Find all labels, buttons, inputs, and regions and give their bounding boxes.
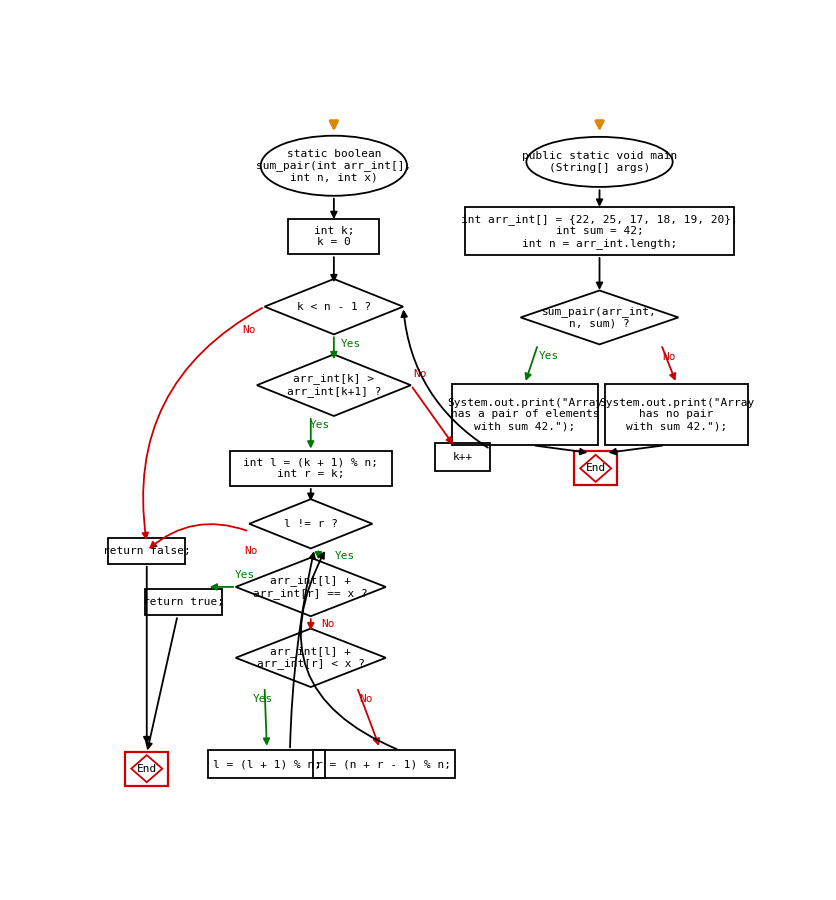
Text: arr_int[l] +
arr_int[r] < x ?: arr_int[l] + arr_int[r] < x ? [257,646,364,670]
Text: Yes: Yes [309,420,329,430]
Text: int k;
k = 0: int k; k = 0 [314,226,354,248]
Text: No: No [661,353,675,363]
Text: public static void main
(String[] args): public static void main (String[] args) [522,151,676,173]
Text: int arr_int[] = {22, 25, 17, 18, 19, 20};
int sum = 42;
int n = arr_int.length;: int arr_int[] = {22, 25, 17, 18, 19, 20}… [461,213,737,248]
Text: arr_int[k] >
arr_int[k+1] ?: arr_int[k] > arr_int[k+1] ? [286,374,380,397]
Text: No: No [359,695,373,705]
Text: l != r ?: l != r ? [283,518,338,529]
Text: No: No [413,369,426,380]
Text: End: End [585,464,605,473]
Text: static boolean
sum_pair(int arr_int[],
int n, int x): static boolean sum_pair(int arr_int[], i… [256,148,411,183]
Text: Yes: Yes [235,571,255,580]
Text: k < n - 1 ?: k < n - 1 ? [297,302,370,311]
Text: return false;: return false; [103,545,191,555]
Text: No: No [320,619,334,629]
Text: Yes: Yes [335,551,355,561]
Text: Yes: Yes [340,338,360,348]
Text: System.out.print("Array
has no pair
with sum 42.");: System.out.print("Array has no pair with… [599,398,753,431]
Text: arr_int[l] +
arr_int[r] == x ?: arr_int[l] + arr_int[r] == x ? [253,575,368,598]
Text: l = (l + 1) % n;: l = (l + 1) % n; [212,759,320,769]
Text: No: No [242,325,256,335]
Text: Yes: Yes [252,695,273,705]
Text: r = (n + r - 1) % n;: r = (n + r - 1) % n; [316,759,451,769]
Text: System.out.print("Array
has a pair of elements
with sum 42.");: System.out.print("Array has a pair of el… [446,398,602,431]
Text: End: End [136,764,156,774]
Text: No: No [244,545,258,555]
Text: int l = (k + 1) % n;
int r = k;: int l = (k + 1) % n; int r = k; [243,457,378,479]
Text: Yes: Yes [538,351,559,361]
Text: k++: k++ [451,452,472,462]
Text: return true;: return true; [143,598,224,608]
Text: sum_pair(arr_int,
n, sum) ?: sum_pair(arr_int, n, sum) ? [542,306,656,328]
